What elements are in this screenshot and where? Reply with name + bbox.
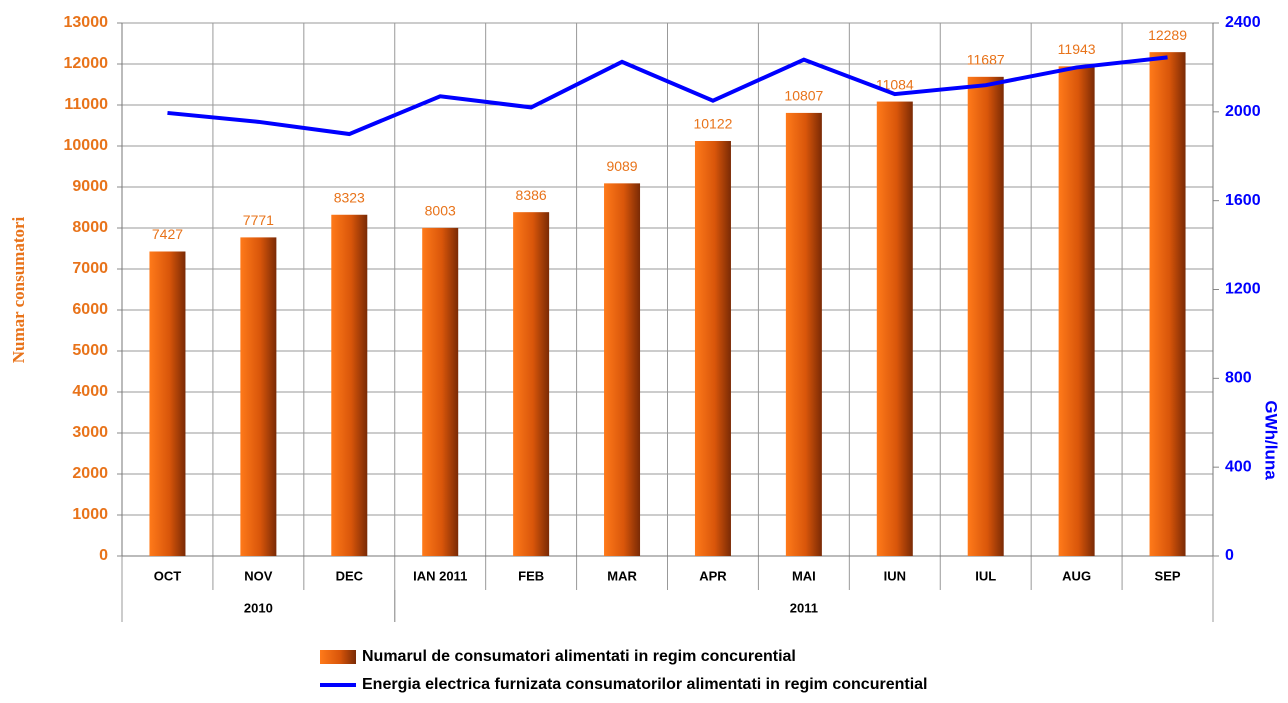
data-label: 9089 (606, 158, 637, 174)
x-tick-label: MAR (607, 568, 637, 583)
y-tick-label: 5000 (72, 342, 108, 359)
y2-tick-label: 1200 (1225, 281, 1261, 298)
y-axis-label: Numar consumatori (9, 216, 28, 363)
legend-swatch (320, 650, 356, 664)
y-tick-label: 11000 (64, 96, 108, 113)
data-label: 10807 (784, 88, 823, 104)
data-label: 8323 (334, 189, 365, 205)
x-tick-label: MAI (792, 568, 816, 583)
bar (967, 76, 1004, 556)
y-tick-label: 8000 (72, 219, 108, 236)
data-label: 12289 (1148, 27, 1187, 43)
y2-tick-label: 400 (1225, 458, 1252, 475)
bar (876, 101, 913, 556)
bar (240, 237, 277, 556)
x-tick-label: DEC (336, 568, 364, 583)
data-label: 10122 (693, 116, 732, 132)
bar (604, 183, 641, 556)
bar (1058, 66, 1095, 556)
y-tick-label: 10000 (64, 137, 109, 154)
data-label: 11687 (967, 52, 1005, 68)
y-tick-label: 0 (99, 547, 108, 564)
y-tick-label: 2000 (72, 465, 108, 482)
bar (513, 212, 550, 556)
x-tick-label: IAN 2011 (413, 568, 467, 583)
bar (694, 140, 731, 557)
x-tick-label: FEB (518, 568, 544, 583)
x-tick-label: APR (699, 568, 727, 583)
y2-tick-label: 2000 (1225, 103, 1261, 120)
group-label: 2011 (790, 600, 818, 615)
data-label: 8003 (425, 203, 456, 219)
x-tick-label: IUL (975, 568, 996, 583)
bar (149, 251, 186, 557)
bar (1149, 52, 1186, 556)
line (167, 55, 1168, 137)
bar (331, 214, 368, 556)
y2-tick-label: 2400 (1225, 14, 1261, 31)
x-tick-label: OCT (154, 568, 182, 583)
data-label: 7771 (243, 212, 274, 228)
legend-label: Numarul de consumatori alimentati in reg… (362, 648, 796, 665)
x-tick-label: SEP (1155, 568, 1181, 583)
data-label: 7427 (152, 226, 183, 242)
data-label: 11943 (1058, 41, 1096, 57)
data-label: 8386 (516, 187, 547, 203)
y2-axis-label: GWh/luna (1262, 400, 1281, 480)
y-tick-label: 1000 (72, 506, 108, 523)
y2-tick-label: 0 (1225, 547, 1234, 564)
bar (422, 227, 459, 556)
x-tick-label: NOV (244, 568, 273, 583)
y2-tick-label: 1600 (1225, 192, 1261, 209)
y-tick-label: 13000 (64, 14, 109, 31)
y-tick-label: 7000 (72, 260, 108, 277)
group-label: 2010 (244, 600, 273, 615)
y-tick-label: 3000 (72, 424, 108, 441)
data-label: 11084 (876, 76, 914, 92)
x-tick-label: AUG (1062, 568, 1091, 583)
y-tick-label: 4000 (72, 383, 108, 400)
bar (785, 112, 822, 557)
y-tick-label: 9000 (72, 178, 108, 195)
x-tick-label: IUN (884, 568, 906, 583)
y2-tick-label: 800 (1225, 370, 1252, 387)
y-tick-label: 6000 (72, 301, 108, 318)
y-tick-label: 12000 (64, 55, 109, 72)
legend-label: Energia electrica furnizata consumatoril… (362, 676, 927, 693)
